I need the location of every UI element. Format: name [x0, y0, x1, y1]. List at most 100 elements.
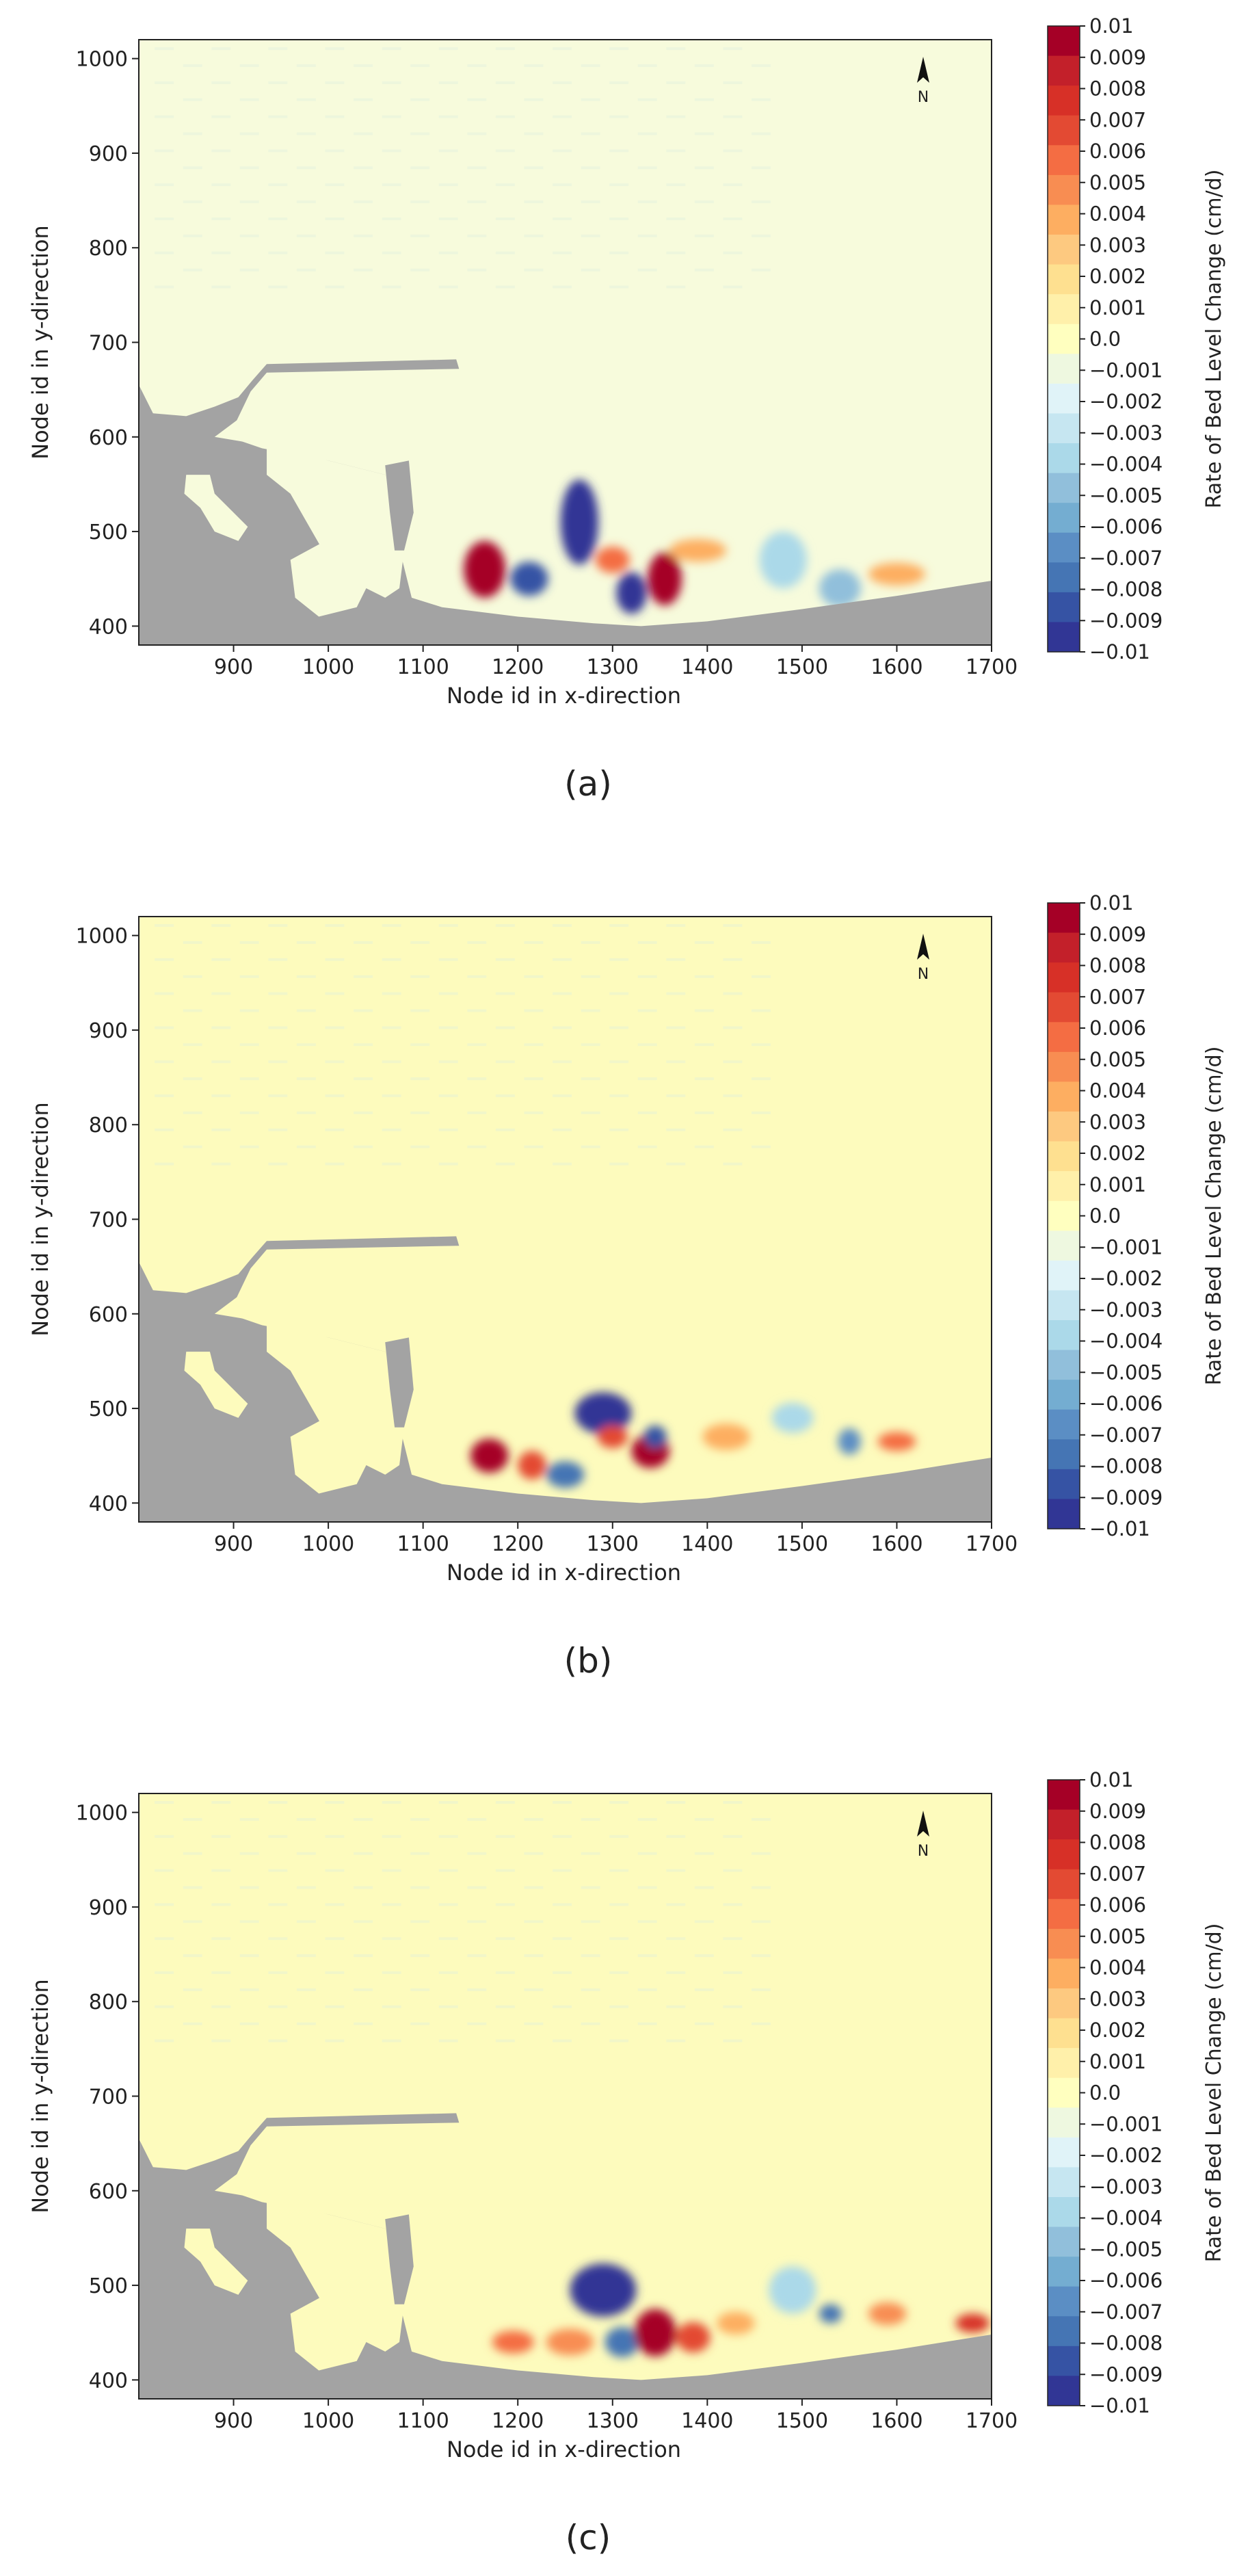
colorbar-tick-label: −0.008 — [1089, 2332, 1163, 2355]
y-tick-label: 400 — [89, 1492, 128, 1516]
colorbar-tick-label: 0.004 — [1089, 1079, 1146, 1103]
colorbar-swatch — [1048, 115, 1080, 146]
colorbar-swatch — [1048, 1899, 1080, 1930]
hotspot-3 — [570, 2263, 637, 2317]
hotspot-5 — [597, 1425, 628, 1449]
north-label: N — [918, 1843, 929, 1860]
colorbar-tick-label: 0.002 — [1089, 265, 1146, 288]
colorbar-tick-label: 0.009 — [1089, 46, 1146, 69]
colorbar-swatch — [1048, 1051, 1080, 1082]
colorbar-tick-label: −0.005 — [1089, 1361, 1163, 1384]
x-tick-label: 1400 — [681, 1532, 733, 1556]
x-tick-label: 1000 — [302, 2409, 354, 2433]
x-tick-label: 1100 — [397, 2409, 449, 2433]
colorbar-swatch — [1048, 383, 1080, 414]
colorbar-tick-label: 0.0 — [1089, 2081, 1121, 2105]
colorbar-swatch — [1048, 1499, 1080, 1529]
hotspot-7 — [643, 1425, 667, 1449]
colorbar-swatch — [1048, 2048, 1080, 2079]
hotspot-3 — [546, 1461, 585, 1488]
colorbar-swatch — [1048, 2197, 1080, 2228]
colorbar-swatch — [1048, 2137, 1080, 2168]
x-tick-label: 1200 — [492, 655, 544, 679]
colorbar-swatch — [1048, 932, 1080, 963]
colorbar-tick-label: 0.005 — [1089, 1048, 1146, 1071]
island — [184, 1352, 248, 1418]
y-tick-label: 900 — [89, 1019, 128, 1043]
colorbar-swatch — [1048, 1290, 1080, 1321]
colorbar-tick-label: −0.01 — [1089, 640, 1150, 663]
colorbar-tick-label: −0.003 — [1089, 1298, 1163, 1322]
colorbar-swatch — [1048, 903, 1080, 934]
colorbar-swatch — [1048, 1171, 1080, 1202]
colorbar-tick-label: 0.006 — [1089, 140, 1146, 163]
x-tick-label: 1300 — [587, 2409, 639, 2433]
colorbar-swatch — [1048, 1231, 1080, 1261]
x-tick-label: 1500 — [776, 655, 828, 679]
panel-caption: (c) — [566, 2518, 611, 2558]
x-tick-label: 1000 — [302, 1532, 354, 1556]
colorbar-tick-label: −0.009 — [1089, 2363, 1163, 2386]
hotspot-7 — [669, 539, 727, 562]
colorbar-tick-label: 0.01 — [1089, 14, 1134, 38]
colorbar-swatch — [1048, 55, 1080, 86]
colorbar-swatch — [1048, 592, 1080, 622]
bed-change-field — [470, 1392, 916, 1488]
bed-change-field — [464, 479, 926, 614]
panel-caption: (b) — [564, 1641, 613, 1681]
x-tick-label: 1100 — [397, 655, 449, 679]
colorbar-swatch — [1048, 1839, 1080, 1870]
colorbar-swatch — [1048, 1409, 1080, 1440]
colorbar-swatch — [1048, 1928, 1080, 1959]
x-axis-label: Node id in x-direction — [447, 2436, 681, 2462]
colorbar-tick-label: −0.009 — [1089, 609, 1163, 632]
colorbar-tick-label: 0.001 — [1089, 2050, 1146, 2073]
pier — [385, 2214, 414, 2304]
y-tick-label: 400 — [89, 2369, 128, 2393]
colorbar-swatch — [1048, 2107, 1080, 2138]
colorbar-tick-label: −0.002 — [1089, 390, 1163, 413]
colorbar-swatch — [1048, 992, 1080, 1023]
y-tick-label: 800 — [89, 1990, 128, 2014]
colorbar-swatch — [1048, 2345, 1080, 2376]
colorbar-swatch — [1048, 1022, 1080, 1053]
colorbar-swatch — [1048, 1141, 1080, 1172]
colorbar-swatch — [1048, 1988, 1080, 2019]
hotspot-4 — [595, 547, 630, 573]
colorbar-tick-label: −0.008 — [1089, 578, 1163, 601]
colorbar-swatch — [1048, 532, 1080, 563]
colorbar-tick-label: 0.007 — [1089, 985, 1146, 1008]
y-tick-label: 900 — [89, 142, 128, 166]
colorbar-swatch — [1048, 562, 1080, 593]
colorbar-swatch — [1048, 1081, 1080, 1112]
colorbar-swatch — [1048, 1320, 1080, 1351]
colorbar-swatch — [1048, 324, 1080, 354]
hotspot-4 — [605, 2326, 639, 2358]
north-label: N — [918, 89, 929, 106]
colorbar-tick-label: −0.004 — [1089, 2207, 1163, 2230]
colorbar-tick-label: 0.01 — [1089, 1768, 1134, 1791]
y-tick-label: 500 — [89, 2274, 128, 2298]
colorbar-swatch — [1048, 2018, 1080, 2049]
hotspot-6 — [648, 552, 682, 605]
hotspot-2 — [546, 2328, 594, 2356]
colorbar-swatch — [1048, 1260, 1080, 1291]
y-axis-label: Node id in y-direction — [27, 1979, 53, 2213]
colorbar-swatch — [1048, 205, 1080, 235]
hotspot-9 — [771, 1402, 814, 1434]
colorbar-tick-label: −0.006 — [1089, 1392, 1163, 1415]
pier — [385, 1337, 414, 1428]
colorbar-tick-label: 0.009 — [1089, 923, 1146, 946]
colorbar-swatch — [1048, 622, 1080, 653]
colorbar-tick-label: −0.001 — [1089, 358, 1163, 382]
colorbar-label: Rate of Bed Level Change (cm/d) — [1202, 170, 1226, 509]
colorbar-tick-label: −0.003 — [1089, 2175, 1163, 2198]
x-tick-label: 1500 — [776, 2409, 828, 2433]
panel-b: 900 1000 1100 1200 1300 1400 1500 1600 1700 400 50… — [27, 891, 1226, 1681]
colorbar-tick-label: −0.01 — [1089, 2394, 1150, 2417]
y-axis-label: Node id in y-direction — [27, 225, 53, 460]
north-label: N — [918, 966, 929, 983]
colorbar-swatch — [1048, 2257, 1080, 2287]
colorbar-label: Rate of Bed Level Change (cm/d) — [1202, 1923, 1226, 2263]
colorbar-tick-label: −0.005 — [1089, 484, 1163, 507]
